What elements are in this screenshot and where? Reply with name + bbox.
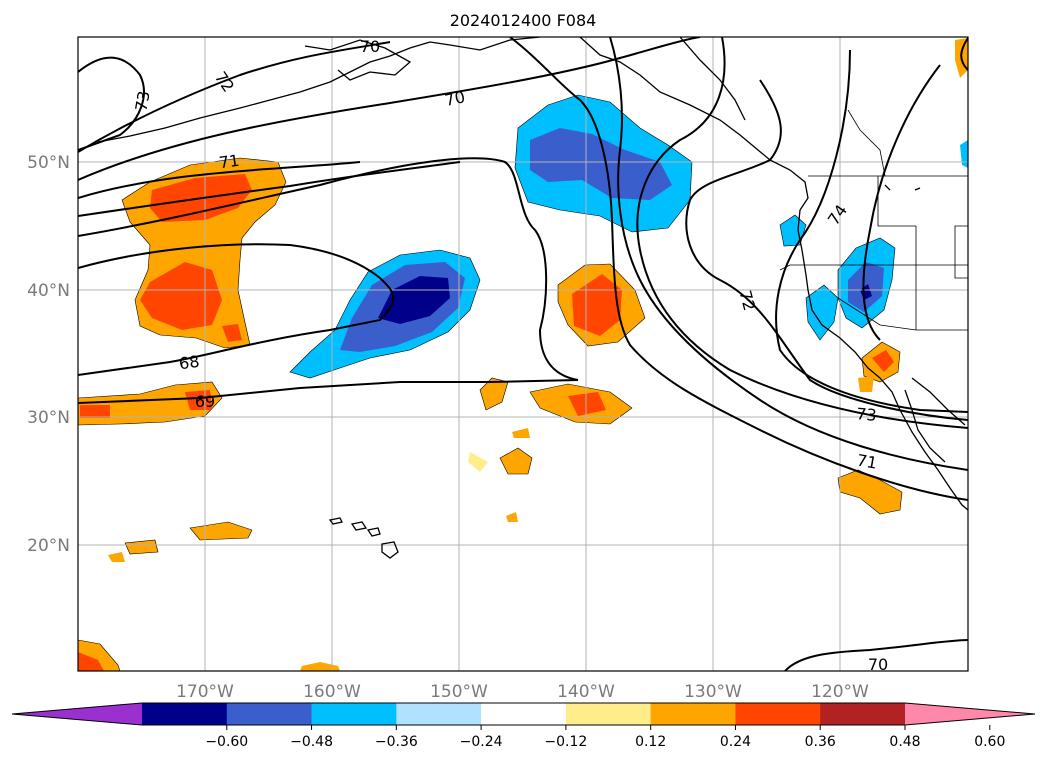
lon-label: 130°W [684, 682, 742, 702]
colorbar-tick-label: −0.60 [205, 734, 248, 750]
borders [779, 109, 968, 331]
colorbar-swatch [226, 703, 313, 725]
colorbar-tick-label: −0.48 [290, 734, 333, 750]
colorbar-tick-label: 0.60 [974, 734, 1005, 750]
contour-label: 70 [868, 655, 888, 674]
colorbar-tick-label: −0.24 [460, 734, 503, 750]
colorbar-tick-label: 0.36 [805, 734, 836, 750]
lon-label: 150°W [430, 682, 488, 702]
contour-label: 68 [178, 352, 201, 374]
lon-label: 120°W [811, 682, 869, 702]
colorbar-outline [11, 702, 1036, 726]
contour-label: 70 [360, 37, 380, 56]
colorbar-swatch [650, 703, 736, 725]
contour-label: 70 [443, 87, 467, 110]
longitude-labels: 170°W 160°W 150°W 140°W 130°W 120°W [176, 682, 869, 702]
colorbar-tick-label: 0.48 [889, 734, 920, 750]
colorbar-tick-label: 0.24 [720, 734, 751, 750]
map-panel: 70 72 73 70 71 68 69 72 74 73 71 70 [78, 37, 968, 674]
contour-label: 73 [856, 404, 878, 425]
latitude-labels: 50°N 40°N 30°N 20°N [27, 153, 70, 556]
colorbar-swatch [735, 703, 821, 725]
strong-area-nw-2 [140, 262, 222, 330]
colorbar-tick-label: −0.12 [544, 734, 587, 750]
contour-label: 73 [131, 89, 153, 112]
colorbar-swatch [565, 703, 652, 725]
lon-label: 160°W [303, 682, 361, 702]
colorbar-tick-label: −0.36 [375, 734, 418, 750]
lat-label: 50°N [27, 153, 70, 173]
colorbar-swatch [820, 703, 906, 725]
contour-label: 71 [855, 450, 878, 472]
colorbar-tick-label: 0.12 [635, 734, 666, 750]
map-title: 2024012400 F084 [450, 11, 597, 30]
colorbar-extend-low [12, 703, 142, 725]
colorbar-extend-high [905, 703, 1035, 725]
coastlines [97, 37, 968, 559]
contour-lines [78, 37, 968, 671]
colorbar-swatch [142, 703, 228, 725]
contour-label: 69 [195, 392, 215, 411]
lat-label: 30°N [27, 408, 70, 428]
lat-label: 40°N [27, 281, 70, 301]
colorbar: −0.60 −0.48 −0.36 −0.24 −0.12 0.12 0.24 0.36 0.4… [11, 702, 1036, 750]
contour-label: 71 [218, 151, 241, 173]
lat-label: 20°N [27, 536, 70, 556]
colorbar-swatch [396, 703, 482, 725]
map-frame [77, 36, 969, 672]
lon-label: 140°W [557, 682, 615, 702]
colorbar-swatch [311, 703, 397, 725]
lon-label: 170°W [176, 682, 234, 702]
contour-label: 72 [736, 288, 760, 313]
colorbar-swatch [481, 703, 567, 725]
